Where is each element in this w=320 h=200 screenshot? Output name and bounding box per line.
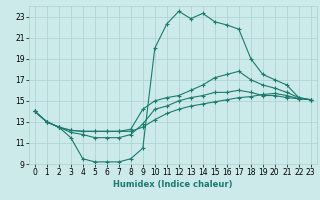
X-axis label: Humidex (Indice chaleur): Humidex (Indice chaleur) — [113, 180, 233, 189]
